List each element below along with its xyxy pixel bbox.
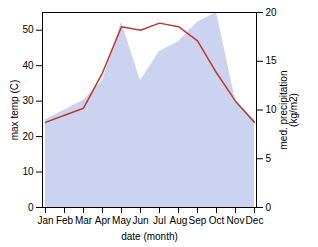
svg-text:10: 10 bbox=[266, 104, 278, 115]
svg-text:30: 30 bbox=[22, 95, 34, 106]
svg-text:Jun: Jun bbox=[132, 215, 148, 226]
svg-text:max temp (C): max temp (C) bbox=[9, 80, 20, 141]
svg-text:20: 20 bbox=[22, 131, 34, 142]
svg-text:Jan: Jan bbox=[37, 215, 53, 226]
svg-text:Jul: Jul bbox=[153, 215, 166, 226]
svg-text:20: 20 bbox=[266, 7, 278, 18]
svg-text:Feb: Feb bbox=[56, 215, 74, 226]
svg-text:Nov: Nov bbox=[227, 215, 245, 226]
svg-text:50: 50 bbox=[22, 24, 34, 35]
svg-text:Mar: Mar bbox=[75, 215, 93, 226]
svg-text:Sep: Sep bbox=[189, 215, 207, 226]
svg-text:Dec: Dec bbox=[246, 215, 264, 226]
svg-text:0: 0 bbox=[266, 202, 272, 213]
svg-text:Aug: Aug bbox=[170, 215, 188, 226]
svg-text:15: 15 bbox=[266, 55, 278, 66]
svg-text:med. precipitation(kg/m2): med. precipitation(kg/m2) bbox=[278, 71, 299, 150]
svg-text:0: 0 bbox=[28, 202, 34, 213]
svg-text:10: 10 bbox=[22, 166, 34, 177]
svg-text:date (month): date (month) bbox=[121, 231, 178, 242]
svg-text:40: 40 bbox=[22, 60, 34, 71]
svg-text:Oct: Oct bbox=[209, 215, 225, 226]
svg-text:5: 5 bbox=[266, 153, 272, 164]
svg-text:Apr: Apr bbox=[95, 215, 111, 226]
svg-text:May: May bbox=[112, 215, 131, 226]
